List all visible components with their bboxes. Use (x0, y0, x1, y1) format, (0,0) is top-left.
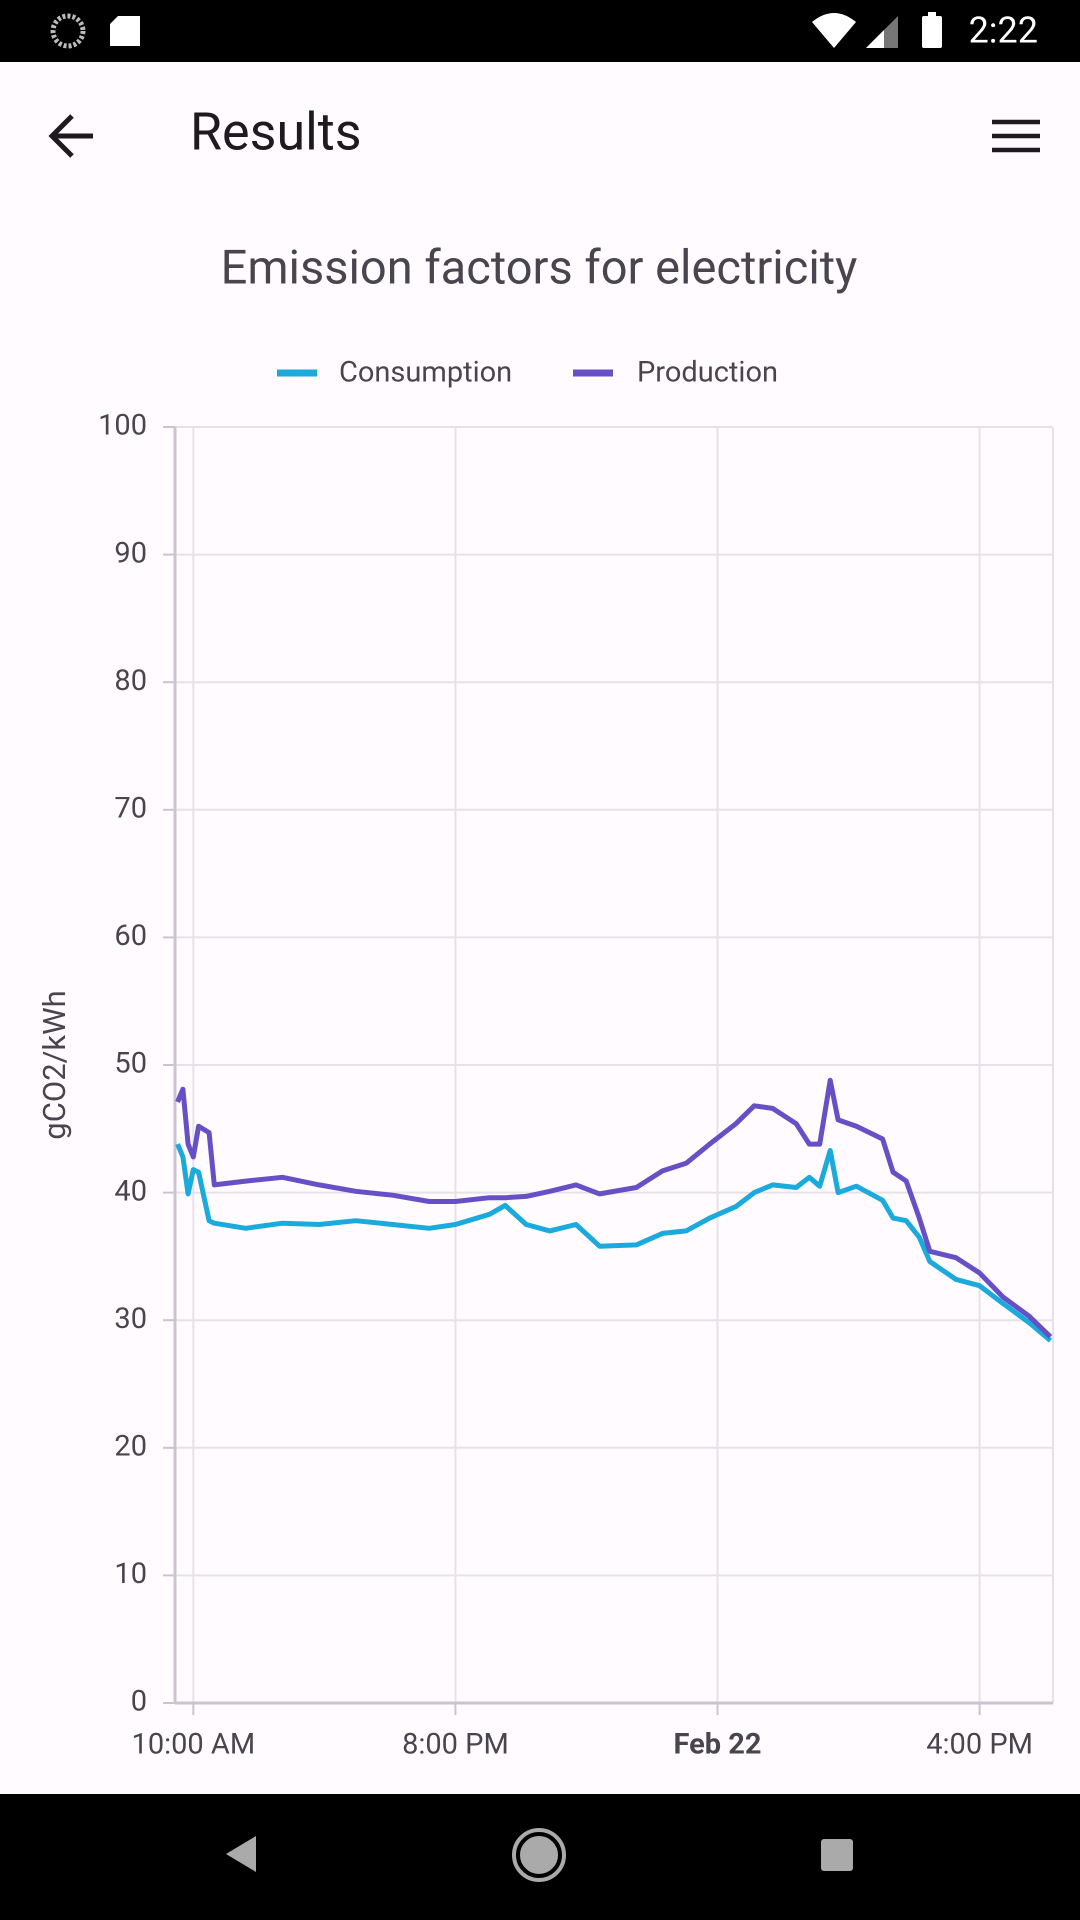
nav-home[interactable] (516, 1832, 562, 1878)
nav-recents[interactable] (821, 1839, 853, 1871)
x-tick-label: 8:00 PM (402, 1728, 509, 1762)
signal-icon-fill (866, 30, 884, 48)
legend-label: Consumption (339, 356, 512, 390)
y-tick-label: 20 (114, 1429, 147, 1463)
chart-title: Emission factors for electricity (221, 240, 858, 295)
y-tick-label: 70 (114, 791, 147, 825)
y-tick-label: 10 (114, 1557, 147, 1591)
back-button[interactable] (48, 114, 93, 158)
nav-back[interactable] (226, 1836, 256, 1872)
battery-cap (928, 12, 936, 17)
x-tick-label: Feb 22 (673, 1728, 761, 1762)
status-time: 2:22 (969, 10, 1038, 52)
status-icon (50, 13, 86, 49)
y-tick-label: 40 (114, 1174, 147, 1208)
sd-icon (110, 16, 140, 46)
x-tick-label: 10:00 AM (132, 1728, 256, 1762)
menu-button[interactable] (992, 119, 1040, 153)
y-tick-label: 0 (131, 1685, 147, 1719)
series-line (175, 1077, 1053, 1339)
y-axis-label: gCO2/kWh (36, 990, 73, 1139)
y-tick-label: 60 (114, 919, 147, 953)
y-tick-label: 80 (114, 664, 147, 698)
y-tick-label: 100 (98, 409, 147, 443)
y-tick-label: 90 (114, 536, 147, 570)
nav-home-ring (512, 1828, 566, 1882)
y-tick-label: 30 (114, 1302, 147, 1336)
app-title: Results (190, 102, 362, 163)
x-tick-label: 4:00 PM (926, 1728, 1033, 1762)
battery-icon (922, 16, 942, 48)
series-line (175, 1143, 1053, 1343)
status-bar (0, 0, 1080, 62)
plot: 0 10 20 30 40 50 60 70 80 90 100 10:00 AM 8:00 PM Feb… (98, 356, 1054, 1762)
y-tick-label: 50 (114, 1047, 147, 1081)
wifi-icon (812, 13, 856, 48)
legend-label: Production (637, 356, 778, 390)
